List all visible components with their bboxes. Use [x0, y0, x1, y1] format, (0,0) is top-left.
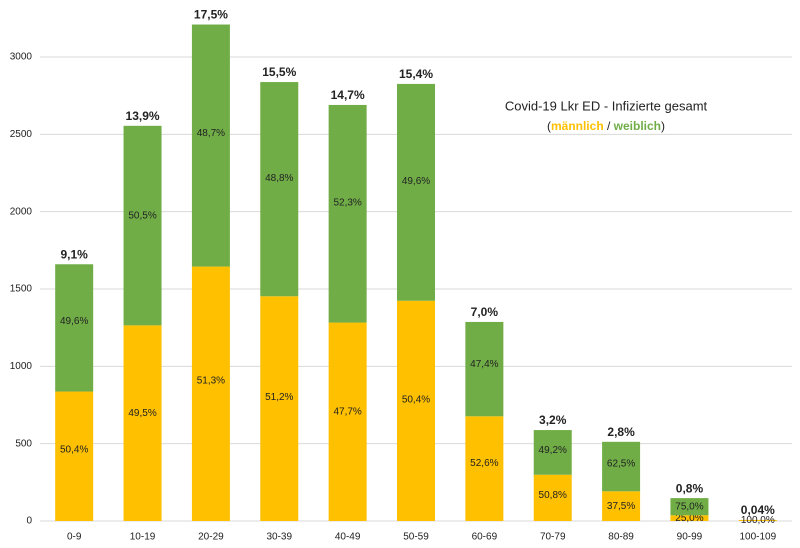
y-tick-label: 2500 — [10, 129, 33, 140]
data-label: 75,0% — [675, 501, 703, 512]
bar-segment — [55, 264, 94, 392]
bar-segment — [191, 266, 230, 521]
legend-text: männlich — [551, 119, 604, 133]
x-tick-label: 0-9 — [67, 532, 82, 543]
x-tick-label: 80-89 — [608, 532, 634, 543]
x-tick-label: 60-69 — [472, 532, 498, 543]
bar-segment — [397, 300, 435, 521]
total-label: 17,5% — [194, 8, 228, 22]
bar-segment — [465, 416, 504, 521]
bar-segment — [533, 430, 572, 475]
bar-segment — [328, 322, 367, 521]
data-label: 50,4% — [402, 395, 430, 406]
data-label: 47,7% — [333, 407, 361, 418]
data-label: 49,6% — [60, 316, 88, 327]
x-tick-label: 90-99 — [677, 532, 703, 543]
bar-segment — [123, 325, 162, 521]
y-tick-label: 1000 — [10, 361, 33, 372]
bar-segment — [465, 321, 504, 417]
bar-segment — [533, 474, 572, 521]
bar-segment — [191, 24, 230, 267]
data-label: 52,3% — [333, 198, 361, 209]
data-label: 25,0% — [675, 513, 703, 524]
y-tick-label: 1500 — [10, 284, 33, 295]
x-tick-label: 100-109 — [739, 532, 776, 543]
data-label: 47,4% — [470, 359, 498, 370]
bar-segment — [55, 391, 94, 521]
legend-text: ) — [661, 119, 665, 133]
bar-segment — [738, 519, 777, 521]
y-tick-label: 3000 — [10, 52, 33, 63]
bar-segment — [260, 296, 299, 521]
bar-segment — [670, 498, 709, 516]
y-tick-label: 2000 — [10, 206, 33, 217]
data-label: 52,6% — [470, 458, 498, 469]
data-label: 50,5% — [128, 210, 156, 221]
data-label: 48,7% — [197, 128, 225, 139]
total-label: 0,8% — [676, 481, 704, 495]
x-tick-label: 50-59 — [403, 532, 429, 543]
x-tick-label: 40-49 — [335, 532, 361, 543]
bar-segment — [602, 441, 641, 492]
legend-text: / — [604, 119, 614, 133]
legend: (männlich / weiblich) — [547, 119, 665, 133]
total-label: 2,8% — [607, 425, 635, 439]
data-label: 62,5% — [607, 459, 635, 470]
total-label: 7,0% — [471, 305, 499, 319]
x-tick-label: 10-19 — [130, 532, 156, 543]
chart-title: Covid-19 Lkr ED - Infizierte gesamt — [505, 98, 708, 113]
x-tick-label: 70-79 — [540, 532, 566, 543]
data-label: 51,2% — [265, 392, 293, 403]
data-label: 49,6% — [402, 176, 430, 187]
data-label: 49,2% — [539, 445, 567, 456]
x-tick-label: 30-39 — [266, 532, 292, 543]
data-label: 50,8% — [539, 490, 567, 501]
y-tick-label: 0 — [26, 516, 32, 527]
bar-segment — [670, 515, 709, 521]
legend-text: ( — [547, 119, 551, 133]
bar-segment — [123, 125, 162, 326]
data-label: 48,8% — [265, 173, 293, 184]
total-label: 13,9% — [126, 109, 160, 123]
bar-segment — [397, 83, 435, 301]
legend-text: weiblich — [613, 119, 661, 133]
data-label: 37,5% — [607, 501, 635, 512]
total-label: 15,5% — [262, 65, 296, 79]
total-label: 9,1% — [61, 247, 89, 261]
bar-segment — [260, 82, 299, 297]
data-label: 49,5% — [128, 408, 156, 419]
total-label: 15,4% — [399, 67, 433, 81]
total-label: 0,04% — [741, 503, 775, 517]
bar-segment — [602, 491, 641, 521]
bar-segment — [328, 104, 367, 323]
total-label: 14,7% — [331, 88, 365, 102]
total-label: 3,2% — [539, 413, 567, 427]
data-label: 51,3% — [197, 376, 225, 387]
data-label: 50,4% — [60, 444, 88, 455]
y-tick-label: 500 — [15, 438, 32, 449]
x-tick-label: 20-29 — [198, 532, 224, 543]
data-label: 100,0% — [741, 515, 775, 526]
